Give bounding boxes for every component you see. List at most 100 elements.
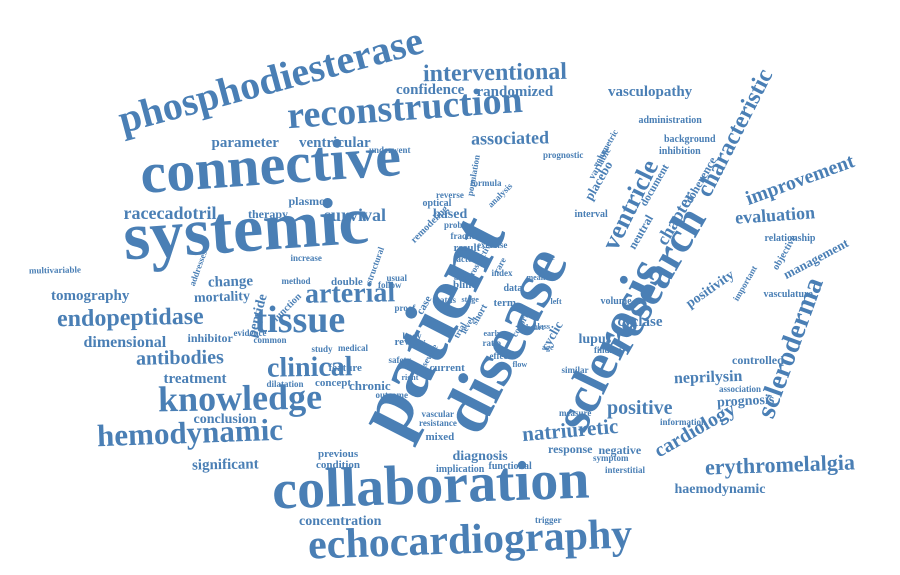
cloud-word-underwent: underwent xyxy=(369,144,411,155)
cloud-word-result: result xyxy=(453,241,481,254)
cloud-word-trigger: trigger xyxy=(535,514,562,525)
cloud-word-positivity: positivity xyxy=(682,267,737,312)
cloud-word-natriuretic: natriuretic xyxy=(521,413,620,446)
cloud-word-important: important xyxy=(730,263,759,303)
cloud-word-inhibitor: inhibitor xyxy=(187,331,233,345)
cloud-word-mean: mean xyxy=(526,273,546,282)
cloud-word-conclusion: conclusion xyxy=(193,412,257,427)
cloud-word-previous: previous xyxy=(318,447,359,460)
cloud-word-study: study xyxy=(311,343,333,354)
cloud-word-treatment: treatment xyxy=(163,370,227,387)
cloud-word-vasculopathy: vasculopathy xyxy=(608,83,693,100)
cloud-word-mixed: mixed xyxy=(425,430,455,443)
cloud-word-positive: positive xyxy=(607,397,673,419)
cloud-word-chronic: chronic xyxy=(349,377,391,393)
cloud-word-stage: stage xyxy=(461,295,479,304)
cloud-word-status: status xyxy=(433,294,457,305)
cloud-word-body: body xyxy=(402,330,422,341)
cloud-word-exercise: exercise xyxy=(477,239,508,250)
cloud-word-flow: flow xyxy=(512,360,528,369)
cloud-word-usual: usual xyxy=(386,272,408,283)
cloud-word-endopeptidase: endopeptidase xyxy=(56,303,204,333)
cloud-word-concentration: concentration xyxy=(299,514,382,529)
cloud-word-condition: condition xyxy=(316,458,361,471)
cloud-word-method: method xyxy=(281,275,311,286)
cloud-word-ratio: ratio xyxy=(482,337,502,348)
cloud-word-fraction: fraction xyxy=(450,230,482,241)
cloud-word-optical: optical xyxy=(422,198,452,209)
cloud-word-class: class xyxy=(534,322,550,331)
cloud-word-formula: formula xyxy=(470,177,502,188)
cloud-word-association: association xyxy=(719,383,762,394)
cloud-word-double: double xyxy=(331,275,363,288)
cloud-word-evaluation: evaluation xyxy=(734,202,816,228)
cloud-word-functional: functional xyxy=(488,461,532,472)
cloud-word-ventricular: ventricular xyxy=(299,134,371,151)
cloud-word-volume: volume xyxy=(600,296,632,307)
cloud-word-outcome: outcome xyxy=(375,389,409,400)
cloud-word-diagnosis: diagnosis xyxy=(452,449,508,464)
cloud-word-haemodynamic: haemodynamic xyxy=(674,482,766,497)
cloud-word-effect: effect xyxy=(489,350,511,361)
cloud-word-based: based xyxy=(433,207,468,222)
cloud-word-common: common xyxy=(253,334,287,345)
cloud-word-response: response xyxy=(548,442,593,456)
cloud-word-data: data xyxy=(503,283,523,294)
cloud-word-similar: similar xyxy=(561,364,589,375)
cloud-word-heart: heart xyxy=(526,323,545,332)
cloud-word-inhibition: inhibition xyxy=(659,146,701,157)
cloud-word-randomized: randomized xyxy=(476,83,554,100)
cloud-word-follow: follow xyxy=(378,279,402,290)
cloud-word-significant: significant xyxy=(191,455,259,474)
cloud-word-parameter: parameter xyxy=(211,134,279,151)
cloud-word-current: current xyxy=(429,361,465,374)
cloud-word-acute: acute xyxy=(454,273,473,282)
cloud-word-reverse: reverse xyxy=(436,189,464,200)
cloud-word-probnp: probnp xyxy=(444,219,473,230)
cloud-word-prognosis: prognosis xyxy=(716,392,775,411)
cloud-word-right: right xyxy=(401,373,419,382)
cloud-word-background: background xyxy=(664,134,716,145)
cloud-word-negative: negative xyxy=(598,443,642,457)
cloud-word-interstitial: interstitial xyxy=(605,464,645,475)
cloud-word-vasculature: vasculature xyxy=(763,289,813,300)
cloud-word-factor: factor xyxy=(453,253,477,264)
cloud-word-lupus: lupus xyxy=(578,332,612,347)
cloud-word-population: population xyxy=(464,153,482,197)
cloud-word-increase: increase xyxy=(290,252,322,263)
cloud-word-finding: finding xyxy=(594,344,622,355)
cloud-word-improvement: improvement xyxy=(742,150,858,210)
cloud-word-therapy: therapy xyxy=(248,207,288,221)
cloud-word-relationship: relationship xyxy=(764,233,816,244)
cloud-word-left: left xyxy=(550,297,562,306)
cloud-word-erythromelalgia: erythromelalgia xyxy=(704,449,856,480)
cloud-word-racecadotril: racecadotril xyxy=(123,203,217,223)
cloud-word-proof: proof xyxy=(394,302,416,313)
cloud-word-dimensional: dimensional xyxy=(83,334,167,351)
cloud-word-age: age xyxy=(542,343,554,352)
cloud-word-blind: blind xyxy=(453,278,478,291)
cloud-word-review: review xyxy=(394,335,426,348)
cloud-word-vascular: vascular xyxy=(421,408,455,419)
cloud-word-medical: medical xyxy=(338,342,368,353)
cloud-word-cyclase: cyclase xyxy=(617,313,663,330)
cloud-word-interval: interval xyxy=(574,209,608,220)
cloud-word-symptom: symptom xyxy=(593,452,629,463)
cloud-word-prognostic: prognostic xyxy=(543,149,584,160)
cloud-word-dilatation: dilatation xyxy=(266,378,304,389)
cloud-word-measure: measure xyxy=(559,407,592,418)
cloud-word-early: early xyxy=(483,329,501,338)
cloud-word-information: information xyxy=(660,416,706,427)
cloud-word-controlled: controlled xyxy=(732,353,784,367)
cloud-word-concept: concept xyxy=(315,376,352,389)
cloud-word-survival: survival xyxy=(324,205,387,225)
cloud-word-tomography: tomography xyxy=(51,287,130,304)
cloud-word-safety: safety xyxy=(388,354,412,365)
cloud-word-confidence: confidence xyxy=(396,81,465,98)
cloud-word-change: change xyxy=(207,272,253,291)
cloud-word-multivariable: multivariable xyxy=(28,264,82,275)
cloud-word-tissue: tissue xyxy=(254,299,346,341)
cloud-word-plasmon: plasmon xyxy=(288,194,332,208)
cloud-word-associated: associated xyxy=(470,127,550,149)
